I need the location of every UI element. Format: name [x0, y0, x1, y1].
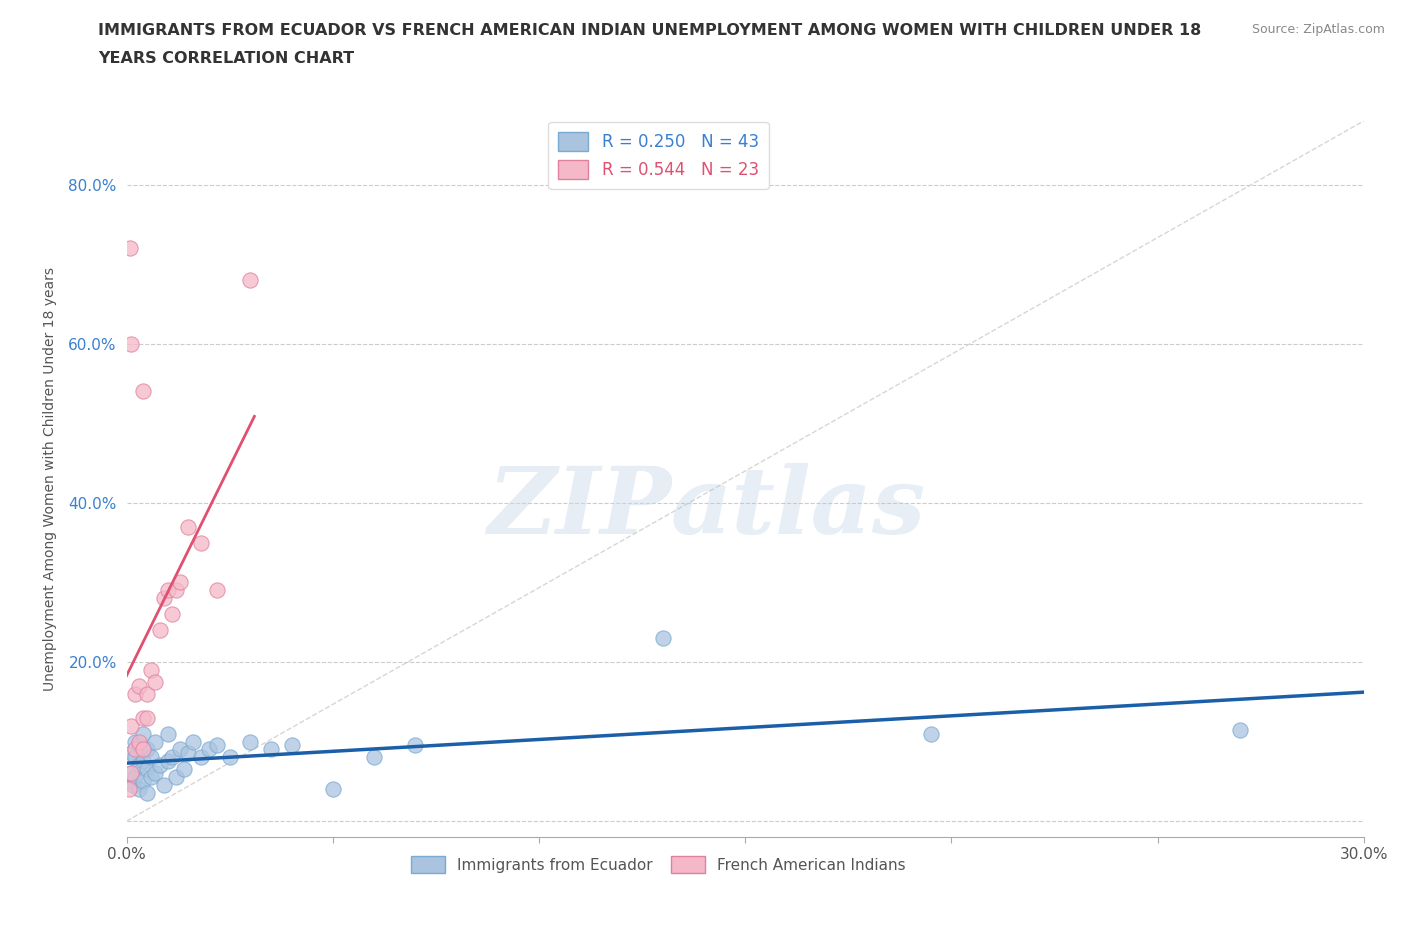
Point — [120, 718, 142, 733]
Point — [169, 742, 191, 757]
Point — [141, 770, 163, 785]
Point — [145, 734, 167, 749]
Point — [128, 782, 150, 797]
Point — [198, 742, 221, 757]
Point — [173, 762, 195, 777]
Point — [404, 738, 426, 753]
Point — [136, 762, 159, 777]
Point — [124, 770, 146, 785]
Point — [169, 575, 191, 590]
Point — [132, 711, 155, 725]
Point — [141, 750, 163, 764]
Point — [141, 662, 163, 677]
Point — [120, 337, 142, 352]
Point — [148, 623, 170, 638]
Point — [124, 734, 146, 749]
Point — [120, 746, 142, 761]
Text: atlas: atlas — [671, 462, 927, 552]
Point — [124, 750, 146, 764]
Point — [124, 742, 146, 757]
Point — [322, 782, 344, 797]
Point — [218, 750, 240, 764]
Point — [160, 606, 183, 621]
Point — [160, 750, 183, 764]
Point — [152, 591, 174, 605]
Point — [651, 631, 673, 645]
Point — [260, 742, 283, 757]
Point — [118, 241, 141, 256]
Point — [207, 738, 229, 753]
Point — [181, 734, 204, 749]
Legend: Immigrants from Ecuador, French American Indians: Immigrants from Ecuador, French American… — [405, 850, 912, 880]
Point — [136, 742, 159, 757]
Point — [128, 758, 150, 773]
Point — [132, 726, 155, 741]
Point — [145, 674, 167, 689]
Text: IMMIGRANTS FROM ECUADOR VS FRENCH AMERICAN INDIAN UNEMPLOYMENT AMONG WOMEN WITH : IMMIGRANTS FROM ECUADOR VS FRENCH AMERIC… — [98, 23, 1202, 38]
Point — [128, 678, 150, 693]
Text: ZIP: ZIP — [486, 462, 671, 552]
Point — [121, 777, 143, 792]
Point — [128, 734, 150, 749]
Point — [132, 774, 155, 789]
Point — [1229, 722, 1251, 737]
Point — [120, 766, 142, 781]
Point — [156, 754, 179, 769]
Text: YEARS CORRELATION CHART: YEARS CORRELATION CHART — [98, 51, 354, 66]
Point — [165, 770, 187, 785]
Point — [136, 686, 159, 701]
Point — [280, 738, 302, 753]
Point — [132, 754, 155, 769]
Point — [136, 786, 159, 801]
Point — [132, 384, 155, 399]
Point — [177, 746, 200, 761]
Point — [190, 750, 212, 764]
Point — [152, 777, 174, 792]
Point — [165, 583, 187, 598]
Point — [128, 738, 150, 753]
Point — [124, 686, 146, 701]
Point — [148, 758, 170, 773]
Point — [239, 734, 262, 749]
Text: Source: ZipAtlas.com: Source: ZipAtlas.com — [1251, 23, 1385, 36]
Point — [920, 726, 942, 741]
Point — [363, 750, 385, 764]
Point — [177, 519, 200, 534]
Point — [120, 766, 142, 781]
Point — [190, 535, 212, 550]
Point — [132, 742, 155, 757]
Point — [145, 766, 167, 781]
Y-axis label: Unemployment Among Women with Children Under 18 years: Unemployment Among Women with Children U… — [44, 267, 58, 691]
Point — [239, 272, 262, 287]
Point — [117, 782, 139, 797]
Point — [117, 774, 139, 789]
Point — [207, 583, 229, 598]
Point — [156, 583, 179, 598]
Point — [156, 726, 179, 741]
Point — [136, 711, 159, 725]
